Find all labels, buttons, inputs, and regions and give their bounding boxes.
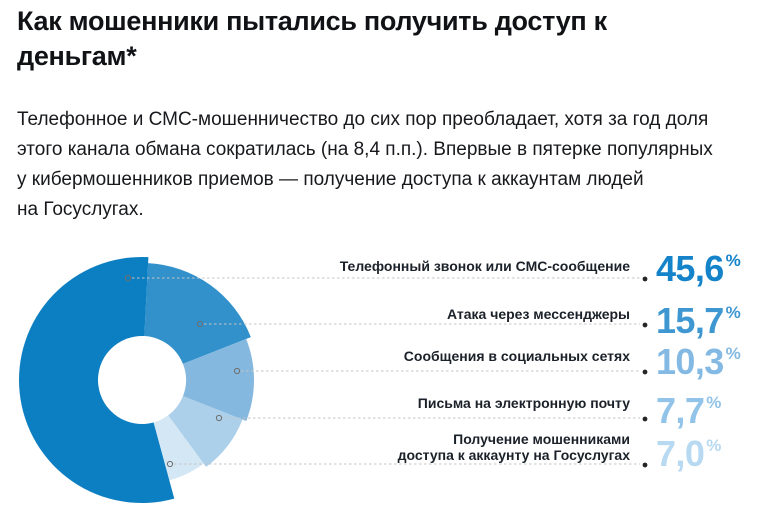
leader-end-dot-5: [642, 462, 648, 468]
page-title: Как мошенники пытались получить доступ к…: [17, 4, 607, 74]
callout-label-2: Атака через мессенджеры: [230, 306, 630, 322]
callout-anchor-dot-2: [196, 320, 204, 328]
callout-label-1: Телефонный звонок или СМС-сообщение: [230, 258, 630, 274]
pie-slice-4: [168, 396, 243, 467]
callout-label-line: Письма на электронную почту: [417, 395, 630, 411]
subtitle-line-4: на Госуслугах.: [17, 199, 144, 220]
callout-anchor-dot-3: [233, 367, 241, 375]
percent-sign: %: [706, 436, 722, 455]
title-line-2: деньгам*: [17, 41, 137, 71]
callout-value-number: 45,6: [656, 248, 724, 289]
pie-slice-2: [144, 263, 251, 364]
callout-label-line: Атака через мессенджеры: [446, 306, 630, 322]
subtitle-line-2: этого канала обмана сократилась (на 8,4 …: [17, 139, 713, 160]
donut-chart: Телефонный звонок или СМС-сообщение 45,6%…: [0, 240, 773, 515]
title-line-1: Как мошенники пытались получить доступ к: [17, 6, 607, 36]
leader-end-dot-3: [642, 369, 648, 375]
callout-label-4: Письма на электронную почту: [230, 395, 630, 411]
callout-value-number: 10,3: [656, 341, 724, 382]
pie-slice-3: [182, 338, 254, 421]
callout-label-line: Сообщения в социальных сетях: [403, 348, 630, 364]
callout-label-5: Получение мошенниками доступа к аккаунту …: [230, 431, 630, 463]
leader-end-dot-4: [642, 416, 648, 422]
callout-label-3: Сообщения в социальных сетях: [230, 348, 630, 364]
callout-value-4: 7,7%: [656, 393, 721, 436]
subtitle-line-3: у кибермошенников приемов — получение до…: [17, 169, 644, 190]
callout-value-1: 45,6%: [656, 251, 741, 294]
percent-sign: %: [725, 251, 741, 270]
callout-value-number: 7,0: [656, 433, 705, 474]
callout-anchor-dot-5: [166, 460, 174, 468]
callout-label-line: Получение мошенниками: [453, 431, 630, 447]
percent-sign: %: [706, 393, 722, 412]
donut-svg: [18, 257, 648, 503]
callout-value-number: 7,7: [656, 390, 705, 431]
callout-label-line: Телефонный звонок или СМС-сообщение: [339, 258, 630, 274]
callout-value-2: 15,7%: [656, 303, 741, 346]
leader-end-dot-1: [642, 276, 648, 282]
leader-end-dot-2: [642, 322, 648, 328]
pie-slice-1: [18, 257, 175, 503]
percent-sign: %: [725, 303, 741, 322]
callout-value-number: 15,7: [656, 300, 724, 341]
callout-label-line: доступа к аккаунту на Госуслугах: [397, 447, 630, 463]
callout-anchor-dot-4: [215, 414, 223, 422]
callout-value-5: 7,0%: [656, 436, 721, 479]
callout-anchor-dot-1: [124, 274, 132, 282]
page-subtitle: Телефонное и СМС-мошенничество до сих по…: [17, 105, 713, 225]
callout-value-3: 10,3%: [656, 344, 741, 387]
subtitle-line-1: Телефонное и СМС-мошенничество до сих по…: [17, 109, 709, 130]
percent-sign: %: [725, 344, 741, 363]
